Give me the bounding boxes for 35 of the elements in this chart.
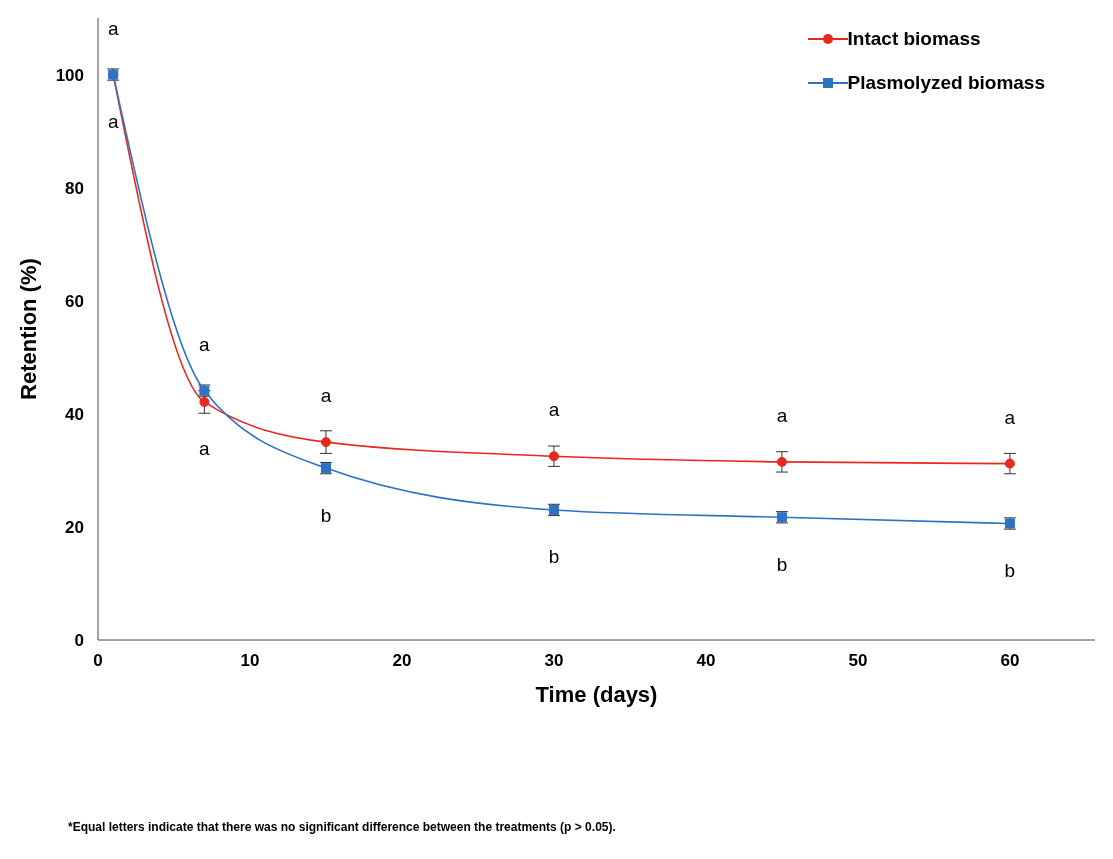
annotation: a [107,17,119,39]
annotation: a [107,111,119,133]
annotation: a [320,385,332,407]
x-tick-label: 40 [696,651,716,671]
point [199,396,210,407]
point [1004,458,1015,469]
annotation: a [199,333,211,355]
annotation: a [776,404,788,426]
y-tick-label: 100 [55,65,84,85]
x-tick-label: 60 [1000,651,1020,671]
point [320,437,331,448]
x-tick-label: 20 [392,651,412,671]
y-tick-label: 80 [65,178,84,198]
y-tick-label: 60 [65,291,84,311]
point [548,451,559,462]
annotation: b [1004,560,1016,582]
x-tick-label: 10 [240,651,260,671]
text: *Equal letters indicate that there was no significant difference between the treatments (p > 0.05). [68,820,617,834]
y-axis-title: Retention (%) [15,258,41,400]
y-tick-label: 40 [65,404,84,424]
x-tick-label: 50 [848,651,868,671]
annotation: b [548,546,560,568]
legend-label: Intact biomass [847,28,981,50]
x-axis-title: Time (days) [535,682,658,707]
x-tick-label: 0 [93,651,103,671]
x-tick-label: 30 [544,651,564,671]
point [776,456,787,467]
y-tick-label: 0 [74,631,84,651]
y-tick-label: 20 [65,517,84,537]
annotation: a [1004,406,1016,428]
annotation: b [776,553,788,575]
annotation: b [320,504,332,526]
annotation: a [548,399,560,421]
legend-label: Plasmolyzed biomass [847,72,1045,94]
annotation: a [199,438,211,460]
